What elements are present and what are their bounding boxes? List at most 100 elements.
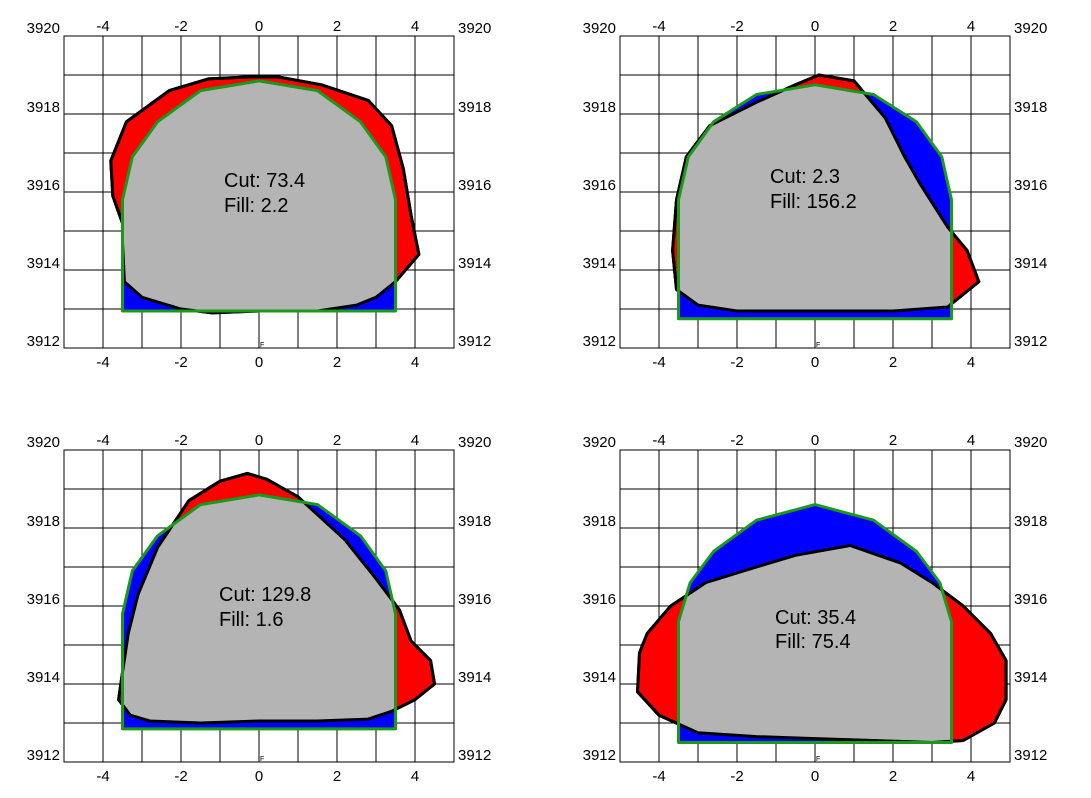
design-profile-line (677, 503, 953, 744)
overlap-region (678, 84, 952, 311)
y-tick-label-left: 3918 (583, 99, 616, 116)
x-tick-label-top: -2 (174, 432, 187, 449)
y-tick-label-right: 3916 (458, 591, 491, 608)
center-marker: F (260, 756, 264, 763)
y-tick-label-left: 3916 (583, 591, 616, 608)
x-tick-label-top: 2 (889, 18, 897, 35)
x-tick-label-bottom: 2 (333, 354, 341, 371)
center-marker: F (260, 342, 264, 349)
y-tick-label-left: 3912 (583, 333, 616, 350)
axis-labels: -4 -4 -2 -2 0 0 2 2 4 4 3920 3920 3918 3918 3916 3916 39… (583, 18, 1048, 371)
y-tick-label-right: 3920 (1014, 20, 1047, 37)
cut-label: Cut: 35.4 (775, 607, 856, 629)
plot-frame (63, 35, 455, 349)
axis-labels: -4 -4 -2 -2 0 0 2 2 4 4 3920 3920 3918 3918 3916 3916 39… (27, 18, 492, 371)
x-tick-label-top: -2 (730, 18, 743, 35)
y-tick-label-left: 3918 (583, 513, 616, 530)
x-tick-label-top: -4 (96, 432, 109, 449)
y-tick-label-left: 3918 (27, 513, 60, 530)
y-tick-label-right: 3914 (458, 669, 491, 686)
x-tick-label-bottom: 2 (889, 768, 897, 785)
x-tick-label-top: -2 (730, 432, 743, 449)
y-tick-label-left: 3920 (27, 434, 60, 451)
y-tick-label-left: 3914 (583, 255, 616, 272)
x-tick-label-top: 2 (333, 432, 341, 449)
y-tick-label-right: 3920 (1014, 434, 1047, 451)
x-tick-label-top: 2 (889, 432, 897, 449)
x-tick-label-top: 0 (255, 18, 263, 35)
design-profile-line (121, 79, 397, 313)
y-tick-label-right: 3912 (1014, 747, 1047, 764)
y-tick-label-right: 3916 (1014, 591, 1047, 608)
x-tick-label-bottom: 0 (811, 354, 819, 371)
design-profile-line (121, 493, 397, 731)
y-tick-label-right: 3918 (1014, 99, 1047, 116)
fill-label: Fill: 1.6 (219, 609, 283, 631)
x-tick-label-top: 2 (333, 18, 341, 35)
x-tick-label-top: 4 (411, 18, 419, 35)
x-tick-label-bottom: 2 (889, 354, 897, 371)
fill-label: Fill: 75.4 (775, 631, 851, 653)
x-tick-label-bottom: -4 (652, 768, 665, 785)
y-tick-label-left: 3920 (583, 20, 616, 37)
x-tick-label-top: 0 (811, 432, 819, 449)
x-tick-label-top: -2 (174, 18, 187, 35)
y-tick-label-right: 3916 (458, 177, 491, 194)
overlap-region (122, 494, 396, 723)
y-tick-label-right: 3914 (1014, 669, 1047, 686)
x-tick-label-top: -4 (652, 432, 665, 449)
y-tick-label-right: 3914 (458, 255, 491, 272)
x-tick-label-top: 4 (411, 432, 419, 449)
panel-bottom-left: -4 -4 -2 -2 0 0 2 2 4 4 3920 3920 3918 3918 3916 3916 39… (27, 432, 492, 785)
x-tick-label-top: 4 (967, 432, 975, 449)
x-tick-label-bottom: -2 (174, 768, 187, 785)
panel-top-left: -4 -4 -2 -2 0 0 2 2 4 4 3920 3920 3918 3918 3916 3916 39… (27, 18, 492, 371)
y-tick-label-right: 3912 (458, 747, 491, 764)
excavation-boundary-outline (636, 544, 1008, 744)
x-tick-label-bottom: 0 (255, 768, 263, 785)
y-tick-label-left: 3916 (27, 177, 60, 194)
y-tick-label-right: 3920 (458, 434, 491, 451)
y-tick-label-left: 3916 (583, 177, 616, 194)
y-tick-label-left: 3914 (27, 669, 60, 686)
x-tick-label-top: 0 (255, 432, 263, 449)
x-tick-label-top: 0 (811, 18, 819, 35)
plot-frame (619, 449, 1011, 763)
y-tick-label-left: 3920 (27, 20, 60, 37)
x-tick-label-bottom: -4 (96, 354, 109, 371)
center-marker: F (816, 756, 820, 763)
x-tick-label-bottom: 4 (967, 354, 975, 371)
y-tick-label-left: 3912 (27, 747, 60, 764)
overlap-region (122, 80, 396, 312)
x-tick-label-bottom: 4 (411, 354, 419, 371)
y-tick-label-left: 3912 (27, 333, 60, 350)
fill-label: Fill: 2.2 (224, 195, 288, 217)
plot-frame (619, 35, 1011, 349)
excavation-boundary-outline (117, 471, 436, 725)
x-tick-label-top: -4 (652, 18, 665, 35)
cut-label: Cut: 129.8 (219, 584, 311, 606)
y-tick-label-left: 3916 (27, 591, 60, 608)
axis-labels: -4 -4 -2 -2 0 0 2 2 4 4 3920 3920 3918 3918 3916 3916 39… (583, 432, 1048, 785)
y-tick-label-right: 3918 (458, 99, 491, 116)
y-tick-label-right: 3918 (458, 513, 491, 530)
y-tick-label-right: 3912 (1014, 333, 1047, 350)
plot-frame (63, 449, 455, 763)
y-tick-label-right: 3918 (1014, 513, 1047, 530)
y-tick-label-left: 3912 (583, 747, 616, 764)
x-tick-label-bottom: -4 (96, 768, 109, 785)
x-tick-label-bottom: 4 (967, 768, 975, 785)
cut-label: Cut: 73.4 (224, 170, 305, 192)
fill-label: Fill: 156.2 (770, 191, 857, 213)
x-tick-label-bottom: -2 (174, 354, 187, 371)
cut-label: Cut: 2.3 (770, 166, 840, 188)
center-marker: F (816, 342, 820, 349)
x-tick-label-bottom: -2 (730, 768, 743, 785)
axis-labels: -4 -4 -2 -2 0 0 2 2 4 4 3920 3920 3918 3918 3916 3916 39… (27, 432, 492, 785)
panel-bottom-right: -4 -4 -2 -2 0 0 2 2 4 4 3920 3920 3918 3918 3916 3916 39… (583, 432, 1048, 785)
design-profile-line (677, 83, 953, 321)
x-tick-label-bottom: 0 (255, 354, 263, 371)
x-tick-label-top: 4 (967, 18, 975, 35)
panel-top-right: -4 -4 -2 -2 0 0 2 2 4 4 3920 3920 3918 3918 3916 3916 39… (583, 18, 1048, 371)
